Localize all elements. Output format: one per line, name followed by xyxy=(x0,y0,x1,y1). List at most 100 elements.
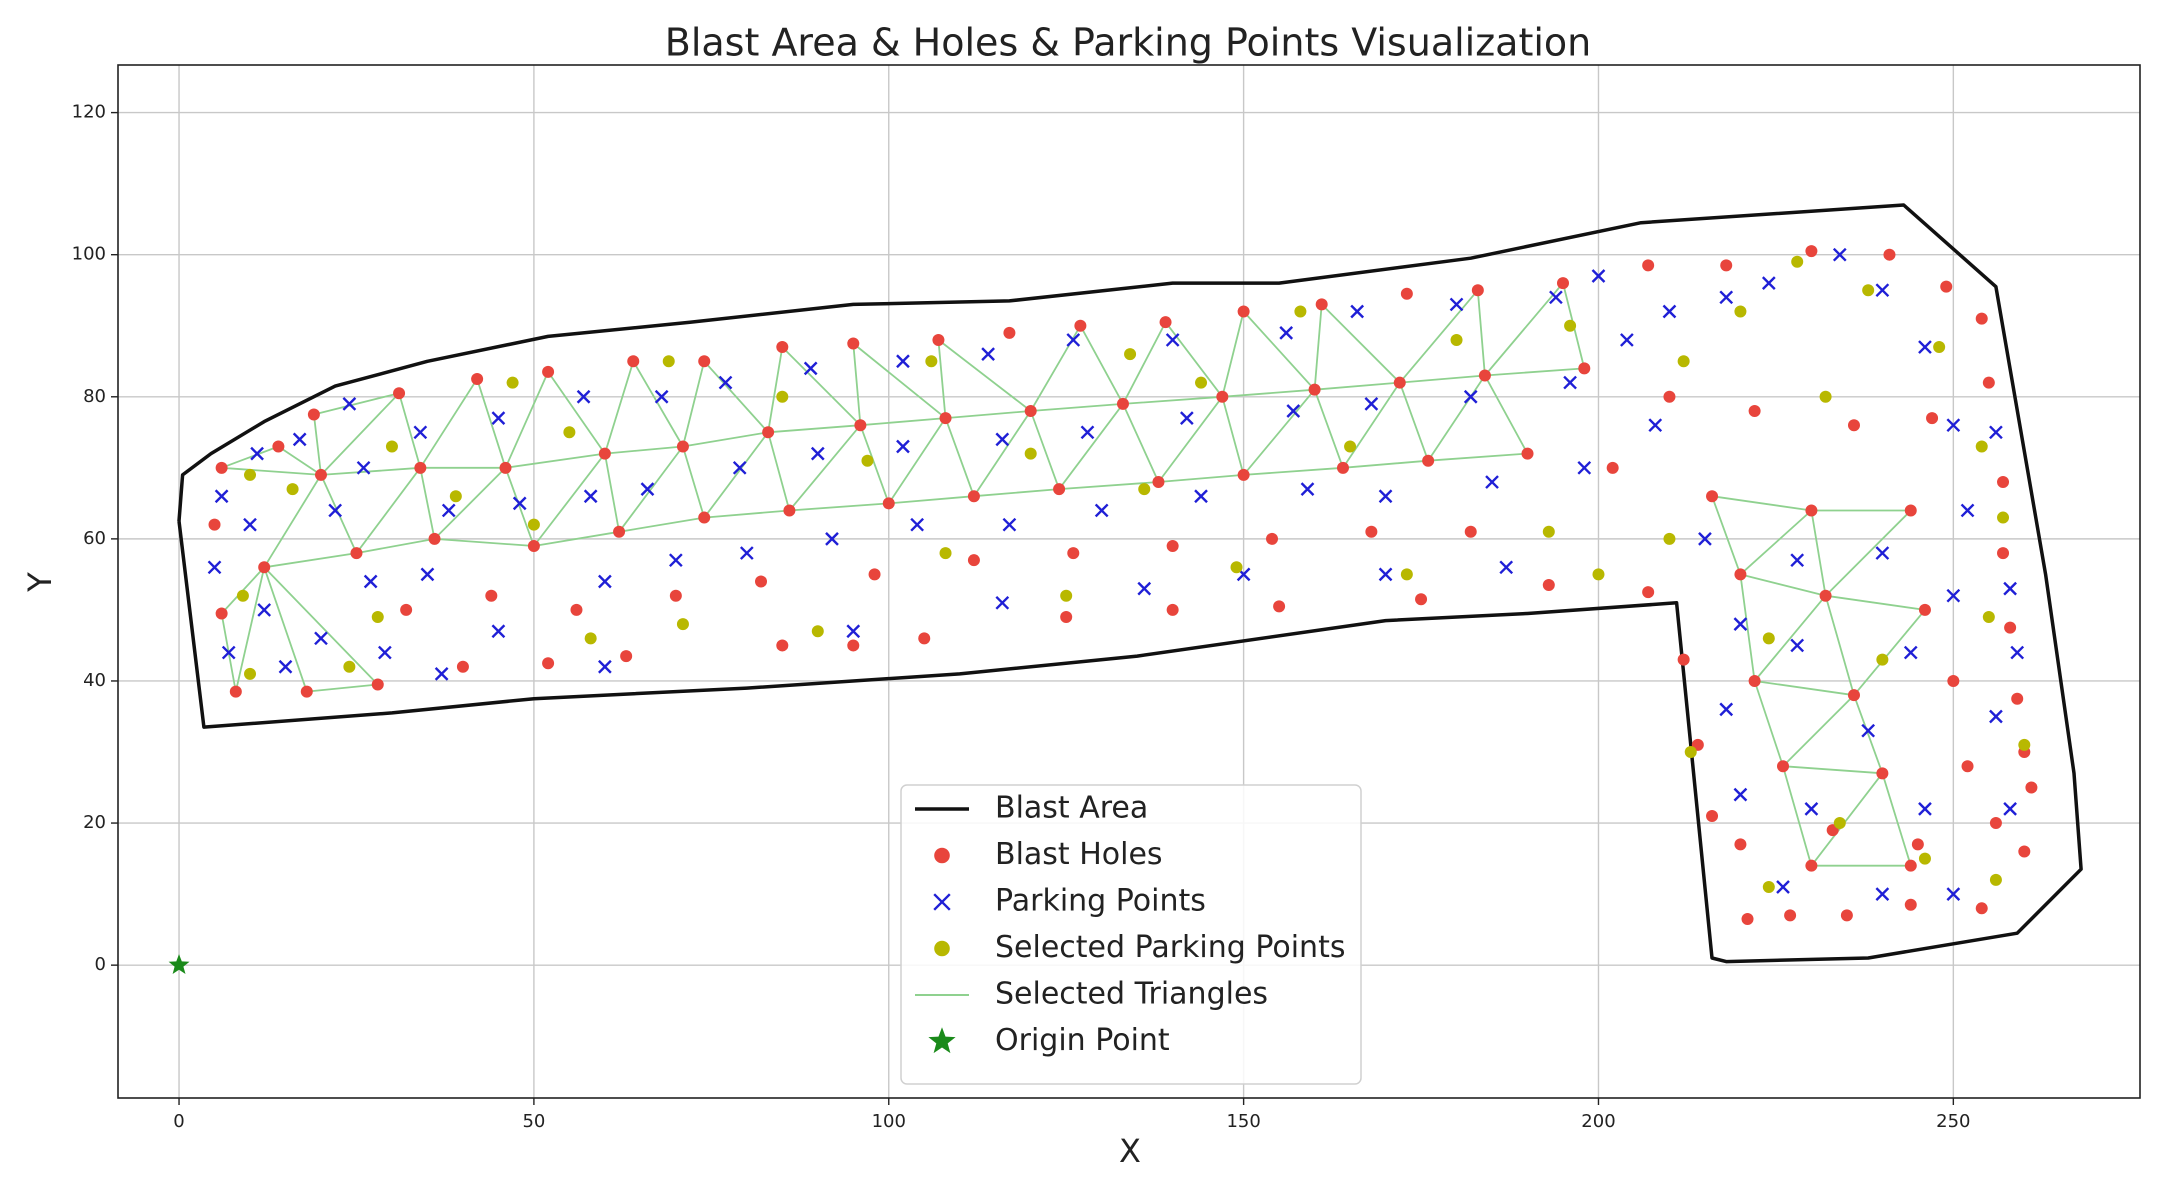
x-stroke xyxy=(342,397,357,411)
point xyxy=(300,685,313,698)
x-stroke xyxy=(654,389,669,404)
point xyxy=(1989,817,2002,830)
parking-point xyxy=(1946,887,1961,901)
point xyxy=(1805,245,1818,258)
x-stroke xyxy=(363,574,378,589)
point xyxy=(918,632,931,645)
parking-point xyxy=(1286,404,1301,418)
x-stroke xyxy=(512,496,527,511)
point xyxy=(527,518,540,531)
plot-frame xyxy=(117,64,2141,1099)
x-tick-label: 250 xyxy=(1936,1111,1970,1132)
point xyxy=(1400,568,1413,581)
legend-label: Origin Point xyxy=(995,1023,1170,1058)
parking-point xyxy=(491,624,506,639)
point xyxy=(1450,333,1463,346)
point xyxy=(1947,674,1960,687)
parking-point xyxy=(846,624,861,639)
point xyxy=(1748,404,1761,417)
point xyxy=(1819,390,1832,403)
parking-point xyxy=(2003,581,2017,596)
point xyxy=(1642,259,1655,272)
parking-point xyxy=(981,347,995,362)
point xyxy=(1911,838,1924,851)
legend-label: Blast Holes xyxy=(995,837,1163,872)
parking-point xyxy=(512,496,527,511)
parking-point xyxy=(1378,567,1393,582)
point xyxy=(1784,909,1797,922)
parking-point xyxy=(441,503,456,518)
parking-point xyxy=(598,574,612,589)
x-stroke xyxy=(1236,567,1251,582)
point xyxy=(215,607,228,620)
point xyxy=(620,650,633,663)
parking-point xyxy=(896,439,910,454)
point xyxy=(1237,305,1250,318)
point xyxy=(1273,600,1286,613)
point xyxy=(934,940,950,957)
x-stroke xyxy=(933,893,951,911)
point xyxy=(598,447,611,460)
parking-point xyxy=(1733,617,1748,631)
point xyxy=(1365,525,1378,538)
x-stroke xyxy=(1179,411,1194,425)
parking-point xyxy=(1861,723,1876,738)
point xyxy=(847,337,860,350)
point xyxy=(811,625,824,638)
point xyxy=(1060,589,1073,602)
parking-point xyxy=(896,354,910,369)
point xyxy=(314,468,327,481)
x-stroke xyxy=(1733,787,1748,802)
x-stroke xyxy=(292,432,307,447)
x-stroke xyxy=(598,659,612,674)
x-stroke xyxy=(1300,482,1315,496)
x-stroke xyxy=(1165,333,1180,347)
x-stroke xyxy=(1066,333,1081,347)
parking-point xyxy=(1577,460,1592,475)
point xyxy=(776,341,789,354)
x-stroke xyxy=(1378,489,1393,504)
x-stroke xyxy=(598,574,612,589)
point xyxy=(385,440,398,453)
point xyxy=(527,539,540,552)
point xyxy=(1166,603,1179,616)
x-stroke xyxy=(995,432,1010,447)
x-stroke xyxy=(491,624,506,639)
x-stroke xyxy=(1790,638,1805,653)
point xyxy=(669,589,682,602)
parking-point xyxy=(207,560,222,575)
y-tick-label: 20 xyxy=(83,812,106,833)
point xyxy=(1904,504,1917,517)
x-stroke xyxy=(1761,276,1776,290)
parking-point xyxy=(1761,276,1776,290)
point xyxy=(1989,873,2002,886)
parking-point xyxy=(1620,333,1634,347)
point xyxy=(1677,355,1690,368)
point xyxy=(1918,603,1931,616)
chart-title: Blast Area & Holes & Parking Points Visu… xyxy=(665,21,1592,65)
point xyxy=(2004,621,2017,634)
point xyxy=(1847,419,1860,432)
x-stroke xyxy=(1549,290,1563,305)
parking-point xyxy=(1499,560,1514,575)
parking-point xyxy=(1918,801,1932,816)
point xyxy=(939,412,952,425)
point xyxy=(698,511,711,524)
x-stroke xyxy=(2003,581,2017,596)
point xyxy=(570,603,583,616)
point xyxy=(1904,859,1917,872)
point xyxy=(1060,611,1073,624)
x-stroke xyxy=(640,482,655,496)
point xyxy=(1805,859,1818,872)
x-stroke xyxy=(995,595,1010,610)
x-stroke xyxy=(1378,567,1393,582)
parking-point xyxy=(1194,489,1208,504)
point xyxy=(1876,653,1889,666)
point xyxy=(1564,319,1577,332)
x-stroke xyxy=(981,347,995,362)
point xyxy=(1336,461,1349,474)
point xyxy=(1762,880,1775,893)
point xyxy=(1706,809,1719,822)
x-stroke xyxy=(2010,645,2025,660)
parking-point xyxy=(640,482,655,496)
